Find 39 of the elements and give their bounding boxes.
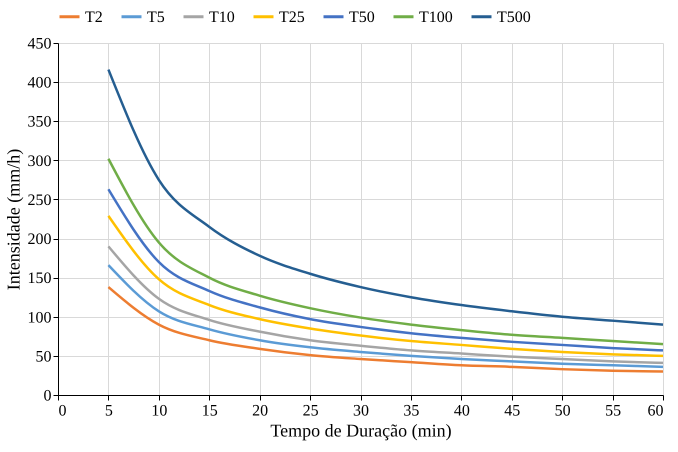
x-tick-label: 35 [403,402,420,420]
y-tick-label: 50 [36,348,52,366]
x-tick-label: 45 [504,402,520,420]
x-tick-label: 55 [605,402,622,420]
legend-label: T50 [349,8,375,26]
y-tick-label: 100 [28,309,52,326]
x-tick-label: 60 [648,402,664,420]
legend-label: T500 [497,8,531,26]
line-series [107,68,664,326]
y-tick-label: 300 [28,152,52,170]
legend-label: T100 [419,8,453,26]
x-axis-title: Tempo de Duração (min) [270,420,452,440]
y-axis-title: Intensidade (mm/h) [4,148,24,290]
line-series [107,286,664,373]
line-series [107,245,664,364]
legend-label: T5 [147,8,165,26]
x-tick-label: 5 [104,402,113,420]
x-tick-label: 0 [58,402,66,420]
y-tick-label: 350 [28,114,52,131]
x-tick-label: 15 [202,402,218,420]
y-tick-label: 200 [28,231,52,248]
x-tick-label: 25 [302,402,319,420]
x-tick-label: 20 [252,402,268,420]
x-tick-label: 30 [353,402,369,420]
y-tick-label: 400 [28,74,52,92]
line-series [107,188,664,352]
x-tick-label: 10 [151,402,168,420]
y-tick-label: 250 [28,192,52,209]
y-tick-label: 450 [28,36,52,52]
x-tick-label: 50 [554,402,571,420]
x-tick-label: 40 [454,402,470,420]
line-series [107,264,664,368]
legend-label: T25 [279,8,305,26]
legend-label: T2 [85,8,103,26]
y-tick-label: 150 [28,270,52,288]
line-series [107,158,664,346]
line-series [107,214,664,358]
y-tick-label: 0 [44,388,52,404]
legend-label: T10 [209,8,235,26]
